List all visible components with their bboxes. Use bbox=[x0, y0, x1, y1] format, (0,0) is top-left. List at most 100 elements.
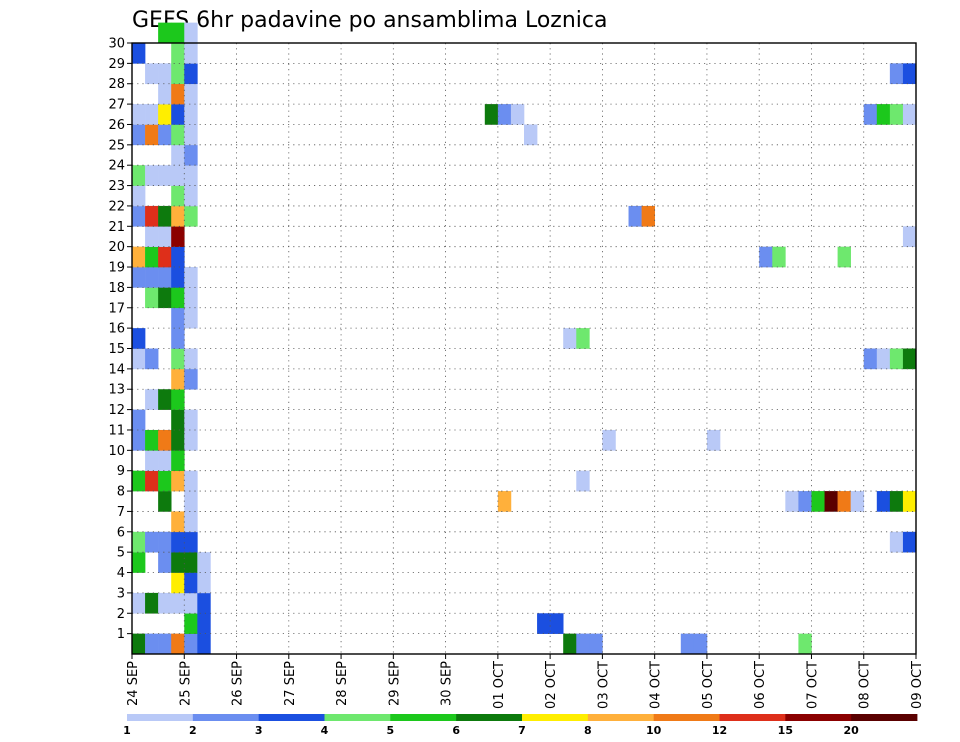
y-tick-label: 7 bbox=[117, 505, 125, 520]
heat-cell bbox=[197, 552, 211, 573]
heat-cell bbox=[145, 531, 159, 553]
colorbar-label: 10 bbox=[646, 724, 662, 737]
heat-cell bbox=[171, 633, 185, 655]
chart-title: GEFS 6hr padavine po ansamblima Loznica bbox=[132, 8, 607, 33]
heat-cell bbox=[132, 552, 146, 573]
colorbar-label: 8 bbox=[584, 724, 592, 737]
heat-cell bbox=[889, 348, 904, 370]
heat-cell bbox=[184, 592, 198, 614]
heat-cell bbox=[132, 43, 146, 64]
heat-cell bbox=[158, 491, 172, 512]
x-tick-label: 27 SEP bbox=[283, 661, 298, 706]
heat-cell bbox=[158, 205, 172, 227]
heat-cell bbox=[158, 104, 172, 125]
y-tick-label: 1 bbox=[117, 627, 125, 642]
x-tick-label: 26 SEP bbox=[231, 661, 246, 706]
heat-cell bbox=[132, 633, 146, 655]
heat-cell bbox=[184, 83, 198, 105]
colorbar-swatch bbox=[258, 714, 325, 721]
heat-cell bbox=[145, 267, 159, 288]
x-tick-label: 25 SEP bbox=[178, 661, 193, 706]
heat-cell bbox=[184, 572, 198, 594]
y-tick-label: 4 bbox=[117, 566, 125, 581]
heat-cell bbox=[184, 165, 198, 186]
heat-cell bbox=[171, 470, 185, 492]
x-tick-label: 07 OCT bbox=[805, 661, 820, 709]
heat-cell bbox=[158, 450, 172, 471]
colorbar-swatch bbox=[456, 714, 523, 721]
colorbar-swatch bbox=[390, 714, 457, 721]
y-tick-label: 27 bbox=[108, 98, 125, 113]
heat-cell bbox=[171, 246, 185, 268]
heat-cell bbox=[171, 267, 185, 288]
heat-cell bbox=[171, 63, 185, 85]
heat-cell bbox=[171, 552, 185, 573]
heat-cell bbox=[184, 491, 198, 512]
heat-cell bbox=[158, 83, 172, 105]
heat-cell bbox=[197, 633, 211, 655]
y-tick-label: 5 bbox=[117, 546, 125, 561]
y-tick-label: 28 bbox=[108, 77, 125, 92]
heat-cell bbox=[902, 226, 917, 247]
heat-cell bbox=[772, 246, 786, 268]
heat-cell bbox=[171, 572, 185, 594]
heat-cell bbox=[184, 368, 198, 390]
y-tick-label: 21 bbox=[108, 220, 125, 235]
y-tick-label: 6 bbox=[117, 525, 125, 540]
heat-cell bbox=[902, 531, 917, 553]
heat-cell bbox=[628, 205, 642, 227]
y-tick-label: 9 bbox=[117, 464, 125, 479]
heat-cell bbox=[132, 205, 146, 227]
heat-cell bbox=[171, 328, 185, 349]
heat-cell bbox=[158, 165, 172, 186]
heat-cell bbox=[850, 491, 865, 512]
colorbar-swatch bbox=[587, 714, 655, 721]
heat-cell bbox=[171, 409, 185, 431]
heat-cell bbox=[158, 267, 172, 288]
heat-cell bbox=[158, 287, 172, 309]
heat-cell bbox=[132, 246, 146, 268]
heat-cell bbox=[184, 307, 198, 329]
colorbar-label: 7 bbox=[518, 724, 526, 737]
heat-cell bbox=[158, 124, 172, 146]
heat-cell bbox=[184, 185, 198, 207]
y-tick-label: 8 bbox=[117, 485, 125, 500]
heat-cell bbox=[184, 144, 198, 166]
x-tick-label: 06 OCT bbox=[753, 661, 768, 709]
colorbar-label: 2 bbox=[189, 724, 197, 737]
heat-cell bbox=[497, 491, 512, 512]
heat-cell bbox=[184, 348, 198, 370]
heat-cell bbox=[132, 328, 146, 349]
heat-cell bbox=[576, 633, 590, 655]
heat-cell bbox=[145, 348, 159, 370]
heat-cell bbox=[158, 531, 172, 553]
heat-cell bbox=[876, 348, 891, 370]
heat-cell bbox=[132, 470, 146, 492]
x-tick-label: 04 OCT bbox=[649, 661, 664, 709]
colorbar-label: 20 bbox=[844, 724, 860, 737]
y-tick-label: 30 bbox=[108, 37, 125, 52]
heat-cell bbox=[184, 43, 198, 64]
x-tick-label: 03 OCT bbox=[596, 661, 611, 709]
heat-cell bbox=[132, 104, 146, 125]
colorbar-label: 3 bbox=[255, 724, 263, 737]
heat-cell bbox=[902, 491, 917, 512]
colorbar-label: 6 bbox=[452, 724, 460, 737]
heat-cell bbox=[537, 613, 551, 634]
y-tick-label: 17 bbox=[108, 301, 125, 316]
heat-cell bbox=[145, 104, 159, 125]
y-tick-label: 12 bbox=[108, 403, 125, 418]
x-tick-label: 28 SEP bbox=[335, 661, 350, 706]
heat-cell bbox=[158, 389, 172, 410]
colorbar-label: 4 bbox=[321, 724, 329, 737]
y-tick-label: 25 bbox=[108, 138, 125, 153]
heat-cell bbox=[184, 287, 198, 309]
heat-cell bbox=[889, 63, 904, 85]
x-tick-label: 30 SEP bbox=[440, 661, 455, 706]
heat-cell bbox=[171, 348, 185, 370]
heat-cell bbox=[524, 124, 538, 146]
heat-cell bbox=[889, 491, 904, 512]
x-tick-label: 08 OCT bbox=[858, 661, 873, 709]
y-tick-label: 23 bbox=[108, 179, 125, 194]
heat-cell bbox=[132, 267, 146, 288]
